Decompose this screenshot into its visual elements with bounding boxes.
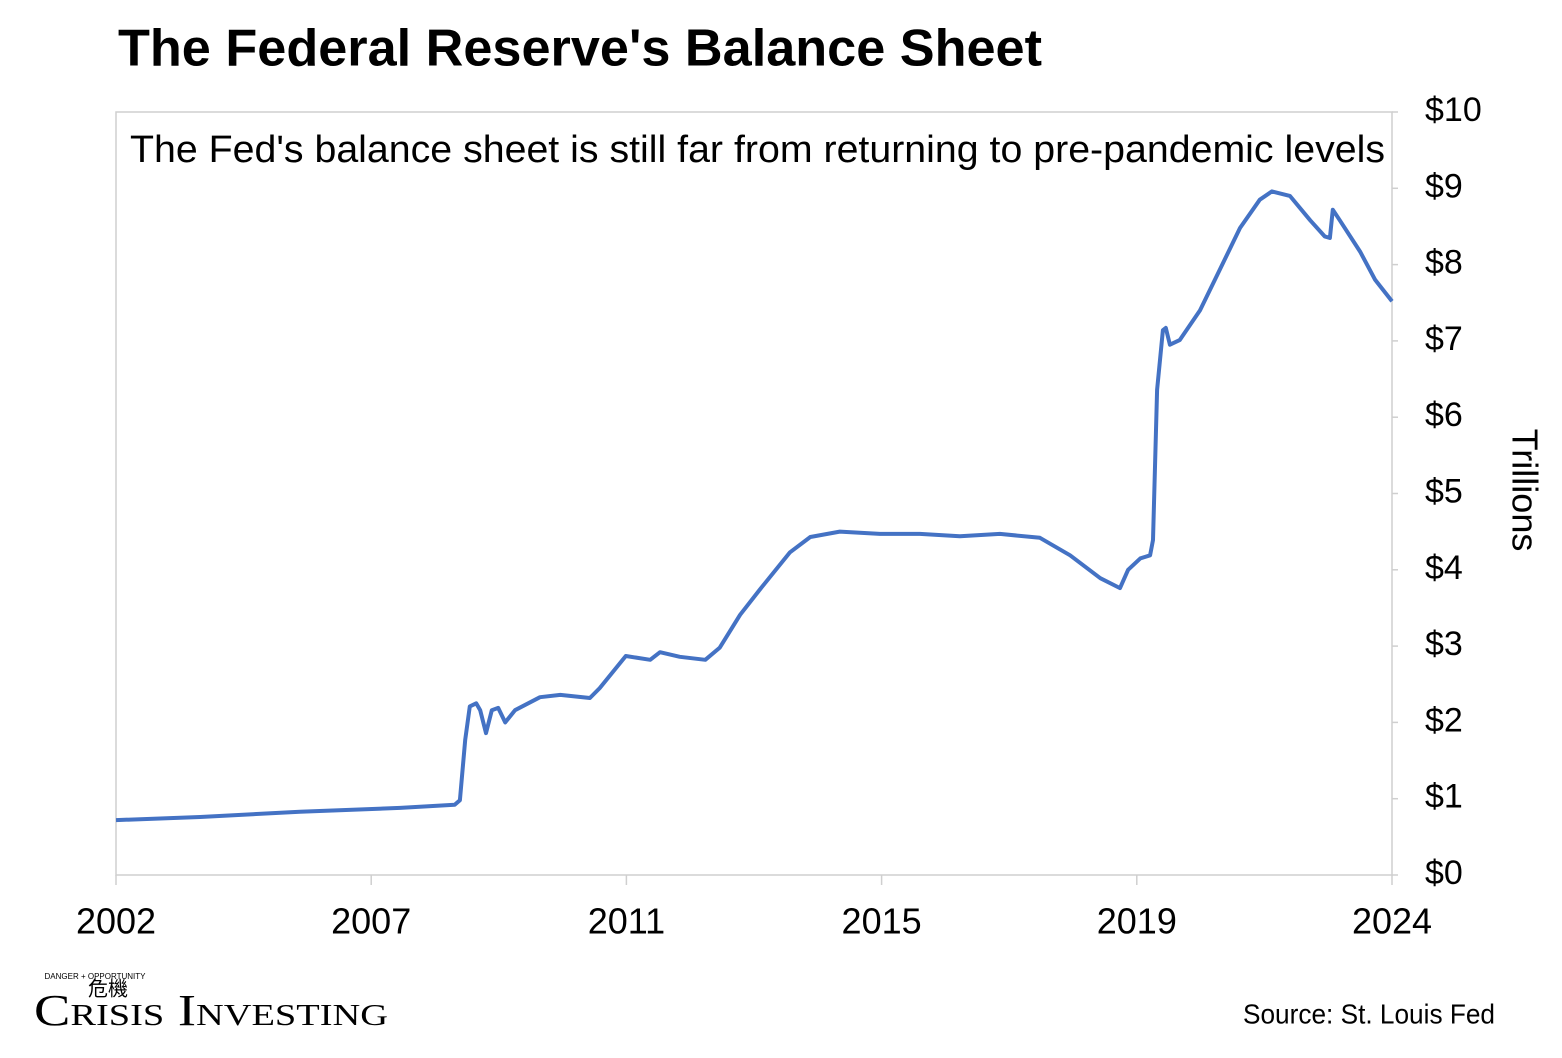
chart-title: The Federal Reserve's Balance Sheet bbox=[118, 20, 1042, 78]
y-tick-label: $6 bbox=[1425, 396, 1463, 434]
y-tick-label: $9 bbox=[1425, 167, 1463, 205]
y-tick-label: $3 bbox=[1425, 625, 1463, 663]
x-tick-label: 2011 bbox=[588, 901, 665, 942]
x-tick-label: 2007 bbox=[331, 901, 411, 942]
logo-name: Crisis Investing bbox=[34, 986, 388, 1035]
plot-frame bbox=[115, 111, 1393, 876]
y-tick-label: $8 bbox=[1425, 244, 1463, 282]
annotation: The Fed's balance sheet is still far fro… bbox=[130, 129, 1385, 171]
y-axis-label: Trillions bbox=[1504, 429, 1545, 552]
source: Source: St. Louis Fed bbox=[1243, 998, 1495, 1029]
y-tick-label: $2 bbox=[1425, 701, 1463, 739]
logo-tagline: DANGER + OPPORTUNITY bbox=[45, 972, 147, 981]
y-tick-label: $0 bbox=[1425, 854, 1463, 892]
data-line bbox=[115, 189, 1394, 823]
y-tick-label: $5 bbox=[1425, 472, 1463, 510]
y-tick-label: $4 bbox=[1425, 549, 1463, 587]
y-tick-label: $10 bbox=[1425, 91, 1482, 129]
logo-glyphs: 危機 bbox=[88, 977, 128, 1001]
y-tick-label: $7 bbox=[1425, 320, 1463, 358]
y-tick-label: $1 bbox=[1425, 778, 1463, 816]
x-tick-label: 2019 bbox=[1097, 901, 1177, 942]
x-tick-label: 2002 bbox=[76, 901, 156, 942]
x-tick-label: 2015 bbox=[842, 901, 922, 942]
x-tick-label: 2024 bbox=[1352, 901, 1432, 942]
